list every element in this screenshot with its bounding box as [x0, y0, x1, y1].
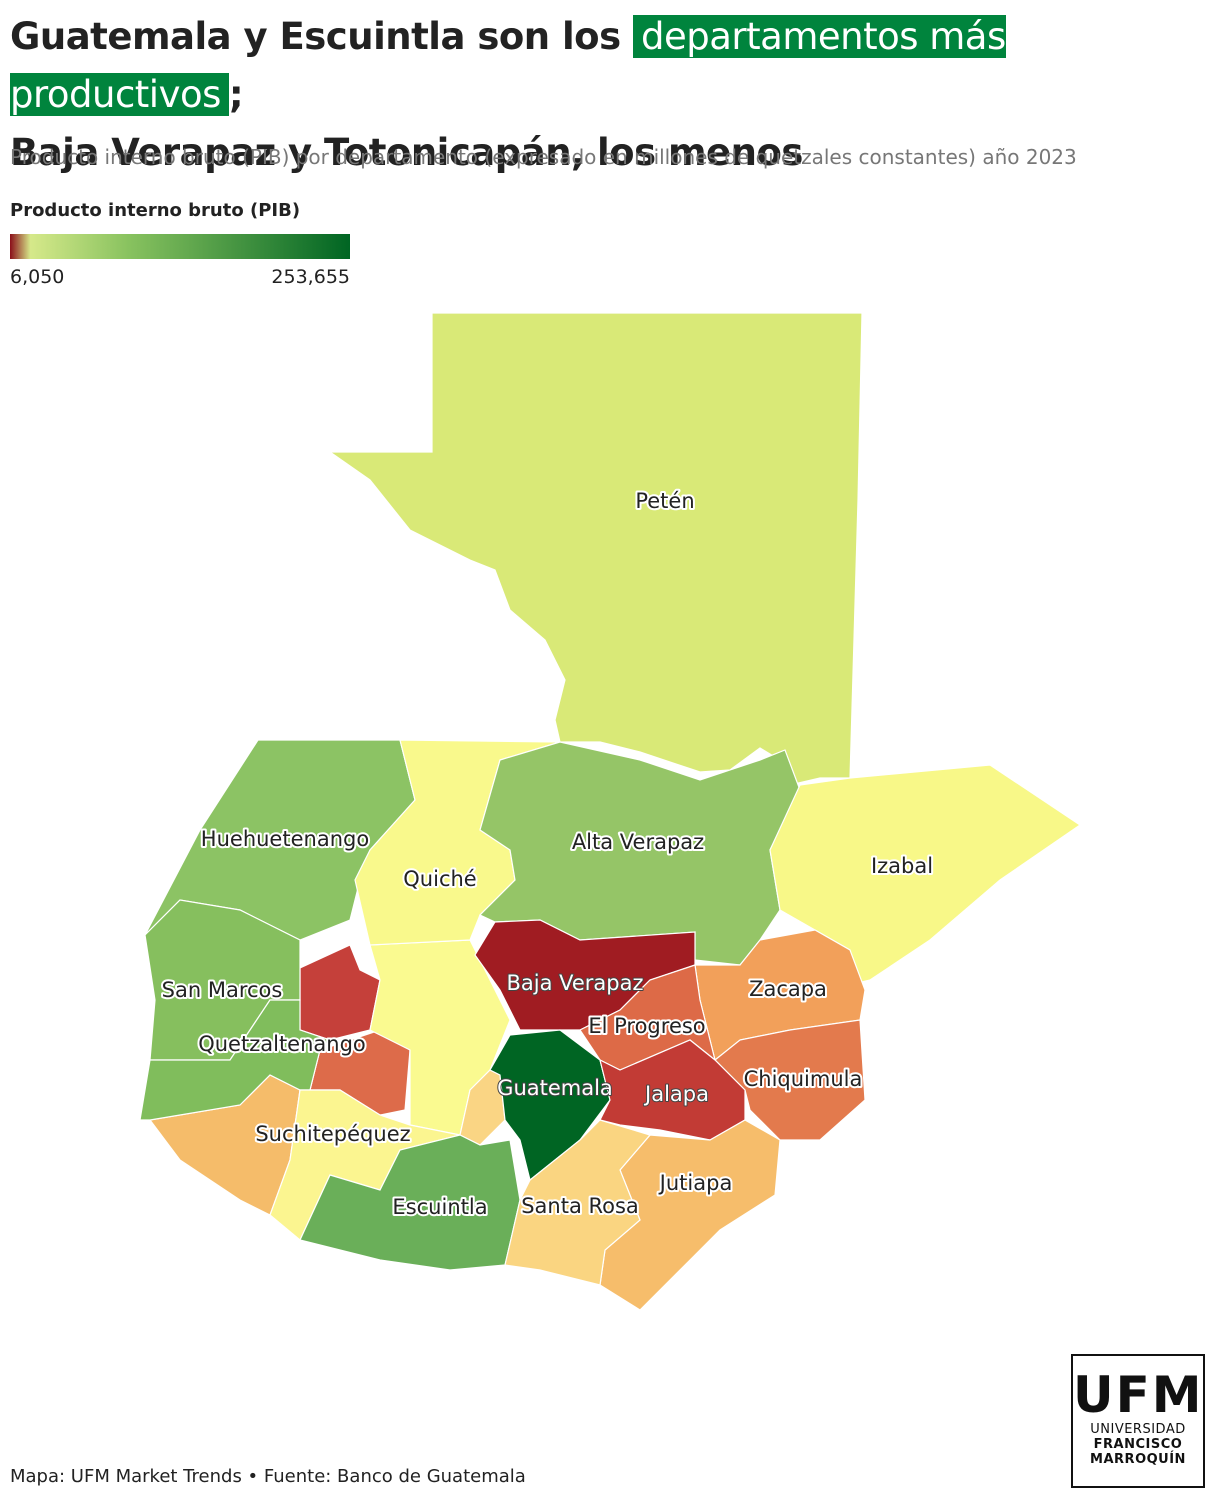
- department-label: Suchitepéquez: [255, 1122, 410, 1146]
- department: [328, 312, 863, 786]
- footer: Mapa: UFM Market Trends • Fuente: Banco …: [10, 1466, 526, 1487]
- title-part: ;: [228, 73, 244, 116]
- title: Guatemala y Escuintla son los departamen…: [10, 8, 1220, 182]
- department-label: Zacapa: [749, 977, 827, 1001]
- title-part: Baja Verapaz y Totonicapán, los menos: [10, 131, 803, 174]
- legend-min: 6,050: [10, 266, 65, 288]
- department-label: Guatemala: [497, 1076, 613, 1100]
- department-label: Alta Verapaz: [572, 830, 704, 854]
- legend-title: Producto interno bruto (PIB): [10, 200, 301, 221]
- logo-text: MARROQUÍN: [1090, 1452, 1186, 1467]
- department-label: Quiché: [403, 867, 476, 891]
- department-label: Huehuetenango: [201, 827, 369, 851]
- department-label: Izabal: [871, 854, 933, 878]
- department-label: Baja Verapaz: [506, 971, 643, 995]
- map: Petén Huehuetenango Quiché Alta Verapaz Izab…: [139, 312, 1082, 1311]
- subtitle: Producto interno bruto (PIB) por departa…: [10, 145, 1077, 169]
- department-label: Escuintla: [392, 1195, 487, 1219]
- department-label: San Marcos: [162, 978, 283, 1002]
- department-shape: [299, 944, 381, 1041]
- department-label: Santa Rosa: [521, 1194, 639, 1218]
- legend-max: 253,655: [271, 266, 350, 288]
- department-label: Jalapa: [643, 1082, 709, 1106]
- department-label: Chiquimula: [744, 1067, 863, 1091]
- department: [139, 999, 332, 1121]
- logo-text: UFM: [1073, 1366, 1204, 1424]
- department: [769, 764, 1082, 986]
- legend-bar: [10, 234, 350, 259]
- department-label: El Progreso: [588, 1014, 705, 1038]
- logo-text: UNIVERSIDAD: [1090, 1422, 1186, 1437]
- title-part: Guatemala y Escuintla son los: [10, 15, 621, 58]
- department-label: Petén: [635, 489, 694, 513]
- department: [299, 1134, 521, 1271]
- department: [504, 1119, 652, 1286]
- department-label: Quetzaltenango: [198, 1032, 366, 1056]
- unlabeled-departments: [148, 939, 511, 1216]
- logo-text: FRANCISCO: [1093, 1437, 1183, 1452]
- logo: UFM UNIVERSIDAD FRANCISCO MARROQUÍN: [1071, 1354, 1205, 1488]
- department-label: Jutiapa: [658, 1171, 733, 1195]
